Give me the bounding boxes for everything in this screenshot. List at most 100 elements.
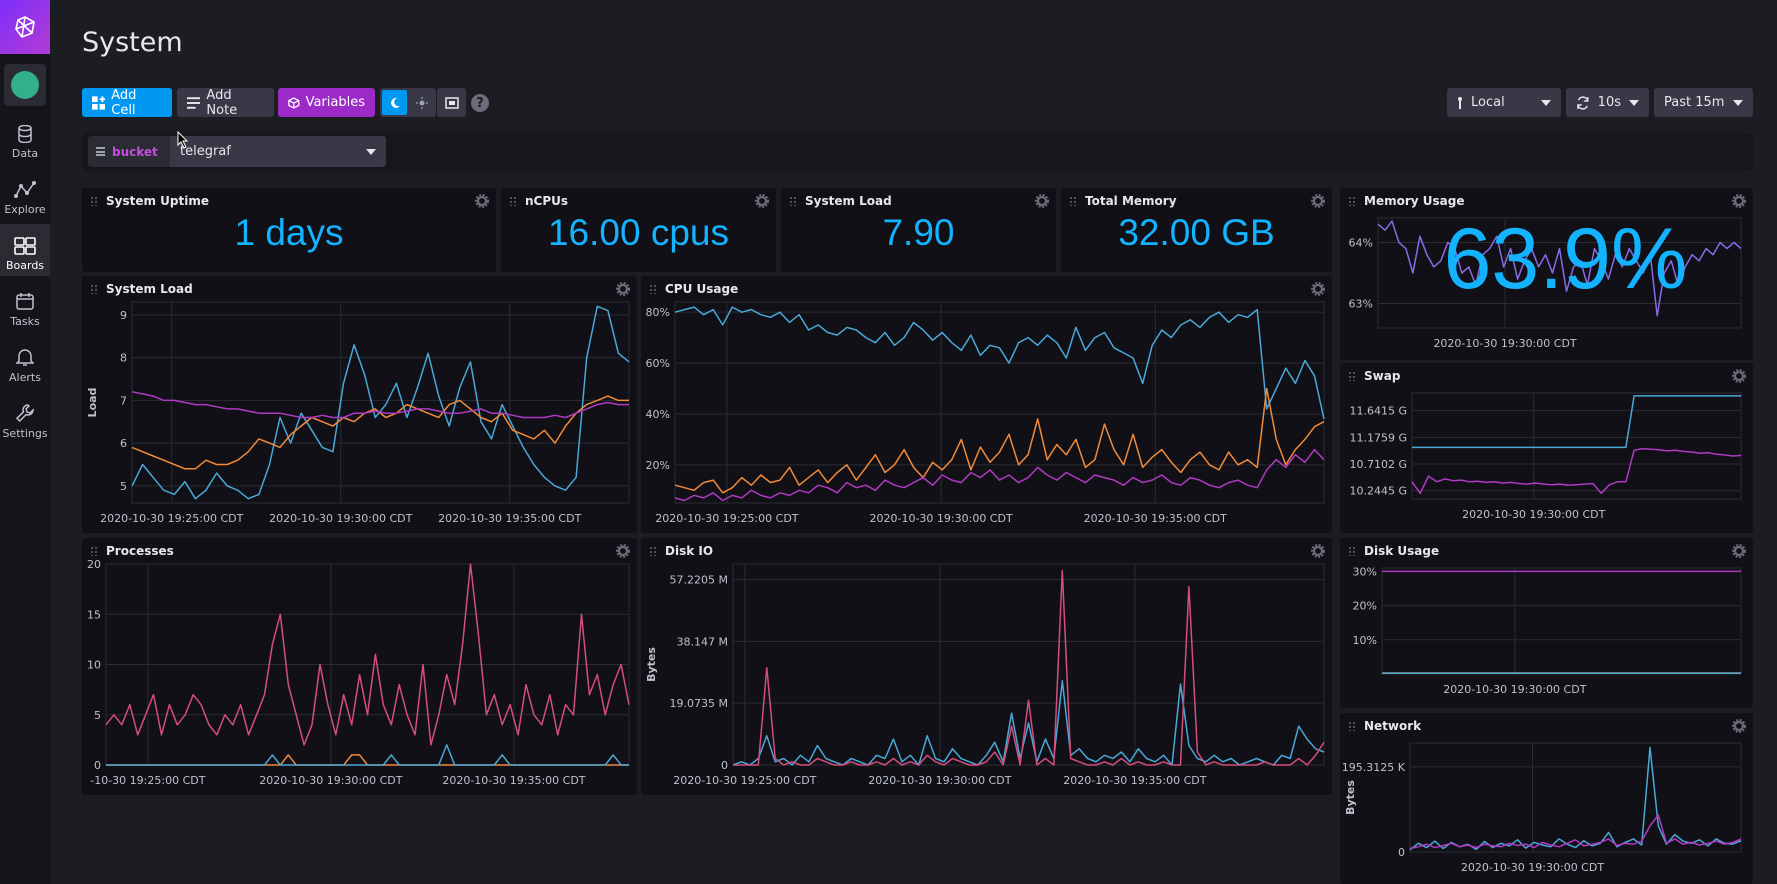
drag-handle-icon[interactable]	[90, 284, 98, 294]
y-tick-label: 0	[1398, 846, 1405, 859]
series-line-2	[131, 391, 629, 419]
x-tick-label: 2020-10-30 19:30:00 CDT	[1462, 508, 1605, 521]
cell-disk[interactable]: Disk Usage 10% 20% 30% 2020-10-30 19:30:00 C…	[1340, 538, 1753, 708]
gear-icon[interactable]	[1732, 719, 1746, 733]
cell-total-mem[interactable]: Total Memory 32.00 GB	[1061, 188, 1332, 272]
nav-item-alerts[interactable]: Alerts	[0, 336, 50, 388]
add-note-button[interactable]: Add Note	[177, 88, 274, 118]
refresh-icon	[1577, 95, 1589, 110]
refresh-dropdown[interactable]: 10s	[1566, 88, 1649, 117]
gear-icon[interactable]	[1311, 194, 1325, 208]
nav-item-boards[interactable]: Boards	[0, 224, 50, 276]
light-mode-option[interactable]	[409, 90, 434, 115]
gear-icon[interactable]	[616, 544, 630, 558]
chart-sysload: 5 6 7 8 9 2020-10-30 19:25:00 CDT 2020-10-30 1…	[86, 301, 630, 525]
gear-icon[interactable]	[755, 194, 769, 208]
cell-sysload[interactable]: System Load 5 6 7 8 9 2020-10-30 19:25:00 CDT 2…	[82, 276, 637, 533]
x-tick-label: 2020-10-30 19:35:00 CDT	[442, 774, 585, 787]
cell-title: System Uptime	[106, 194, 209, 208]
gear-icon[interactable]	[616, 282, 630, 296]
timezone-value: Local	[1471, 95, 1505, 110]
drag-handle-icon[interactable]	[90, 546, 98, 556]
cell-title: Network	[1364, 719, 1422, 733]
y-tick-label: 0	[94, 759, 101, 772]
drag-handle-icon[interactable]	[1348, 371, 1356, 381]
cell-diskio[interactable]: Disk IO 0 19.0735 M 38.147 M 57.2205 M 2020-1…	[641, 538, 1332, 795]
chevron-down-icon	[366, 148, 376, 155]
gear-icon[interactable]	[1732, 369, 1746, 383]
influxdb-logo[interactable]	[0, 0, 50, 54]
y-tick-label: 64%	[1349, 236, 1373, 249]
drag-handle-icon[interactable]	[649, 284, 657, 294]
chevron-down-icon	[1733, 99, 1743, 106]
chart-swap: 10.2445 G 10.7102 G 11.1759 G 11.6415 G 2020…	[1349, 392, 1742, 521]
cell-sysload-stat[interactable]: System Load 7.90	[781, 188, 1056, 272]
gear-icon[interactable]	[475, 194, 489, 208]
gear-icon[interactable]	[1035, 194, 1049, 208]
series-line-0	[131, 305, 630, 500]
y-tick-label: 30%	[1353, 565, 1377, 578]
add-cell-icon	[92, 95, 106, 110]
stat-value: 1 days	[234, 212, 344, 253]
y-tick-label: 11.6415 G	[1349, 405, 1407, 418]
cell-title: System Load	[106, 282, 193, 296]
add-cell-button[interactable]: Add Cell	[82, 88, 172, 118]
drag-handle-icon[interactable]	[1069, 196, 1077, 206]
cell-swap[interactable]: Swap 10.2445 G 10.7102 G 11.1759 G 11.6415 G…	[1340, 363, 1753, 533]
x-tick-label: 2020-10-30 19:35:00 CDT	[438, 512, 581, 525]
gear-icon[interactable]	[1732, 544, 1746, 558]
chart-processes: 0 5 10 15 20 -10-30 19:25:00 CDT 2020-10-30 19…	[87, 558, 630, 787]
time-range-dropdown[interactable]: Past 15m	[1654, 88, 1753, 117]
drag-handle-icon[interactable]	[90, 196, 98, 206]
dark-mode-option[interactable]	[382, 90, 407, 115]
drag-handle-icon[interactable]	[509, 196, 517, 206]
help-icon[interactable]: ?	[471, 94, 489, 112]
variable-dropdown-bucket[interactable]: bucket telegraf	[88, 136, 386, 167]
timezone-dropdown[interactable]: Local	[1447, 88, 1561, 117]
cell-cpu[interactable]: CPU Usage 20% 40% 60% 80% 2020-10-30 19:25:00…	[641, 276, 1332, 533]
stat-value: 63.9%	[1443, 211, 1688, 307]
y-tick-label: 5	[120, 480, 127, 493]
refresh-value: 10s	[1597, 95, 1621, 110]
variables-button[interactable]: Variables	[278, 88, 375, 117]
y-tick-label: 19.0735 M	[670, 697, 728, 710]
drag-handle-icon[interactable]	[649, 546, 657, 556]
drag-handle-icon[interactable]	[1348, 721, 1356, 731]
variable-name: bucket	[112, 144, 158, 159]
expand-icon	[444, 96, 459, 109]
gear-icon[interactable]	[1311, 544, 1325, 558]
series-line-1	[131, 395, 629, 470]
stat-value: 32.00 GB	[1118, 212, 1275, 253]
series-line-1	[1411, 447, 1742, 495]
cell-title: System Load	[805, 194, 892, 208]
x-tick-label: 2020-10-30 19:30:00 CDT	[1443, 683, 1586, 696]
y-tick-label: 80%	[646, 306, 670, 319]
y-tick-label: 6	[120, 437, 127, 450]
cell-mem-usage[interactable]: Memory Usage 63% 64% 2020-10-30 19:30:00 CD…	[1340, 188, 1753, 360]
gear-icon[interactable]	[1311, 282, 1325, 296]
series-line-1	[1409, 814, 1742, 850]
theme-toggle[interactable]	[380, 88, 436, 117]
drag-handle-icon[interactable]	[789, 196, 797, 206]
presentation-mode-button[interactable]	[437, 88, 466, 117]
y-tick-label: 9	[120, 309, 127, 322]
drag-handle-icon[interactable]	[1348, 196, 1356, 206]
series-line-1	[106, 754, 629, 766]
user-avatar[interactable]	[4, 64, 46, 106]
gear-icon[interactable]	[1732, 194, 1746, 208]
y-axis-label: Load	[86, 388, 99, 418]
cell-network[interactable]: Network 0 195.3125 K 2020-10-30 19:30:00 CD…	[1340, 713, 1753, 884]
nav-item-tasks[interactable]: Tasks	[0, 280, 50, 332]
cell-ncpus[interactable]: nCPUs 16.00 cpus	[501, 188, 776, 272]
user-icon	[11, 71, 39, 99]
drag-handle-icon[interactable]	[1348, 546, 1356, 556]
nav-label: Settings	[2, 427, 48, 440]
series-line-2	[106, 744, 629, 766]
nav-label: Boards	[5, 259, 45, 272]
nav-item-data[interactable]: Data	[0, 112, 50, 164]
nav-item-explore[interactable]: Explore	[0, 168, 50, 220]
cell-processes[interactable]: Processes 0 5 10 15 20 -10-30 19:25:00 CDT 2020…	[82, 538, 637, 795]
x-tick-label: -10-30 19:25:00 CDT	[90, 774, 205, 787]
cell-uptime[interactable]: System Uptime 1 days	[82, 188, 496, 272]
nav-item-settings[interactable]: Settings	[0, 392, 50, 444]
